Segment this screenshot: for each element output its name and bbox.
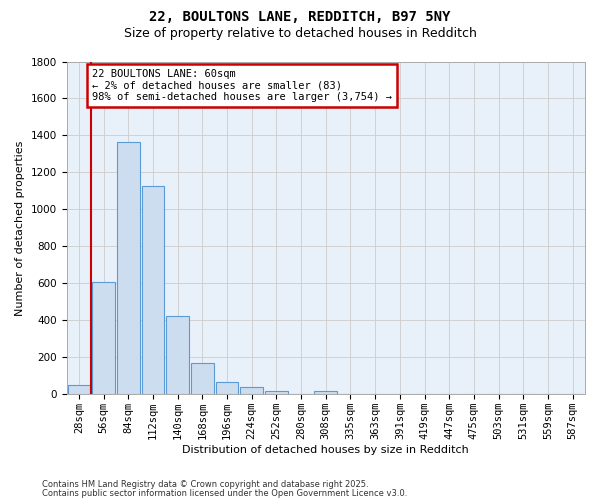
Bar bbox=[68, 385, 90, 394]
Bar bbox=[117, 142, 140, 395]
Text: Size of property relative to detached houses in Redditch: Size of property relative to detached ho… bbox=[124, 28, 476, 40]
Bar bbox=[241, 387, 263, 394]
Bar bbox=[215, 382, 238, 394]
Bar bbox=[191, 363, 214, 394]
Bar bbox=[92, 282, 115, 395]
Bar bbox=[265, 390, 288, 394]
Text: Contains HM Land Registry data © Crown copyright and database right 2025.: Contains HM Land Registry data © Crown c… bbox=[42, 480, 368, 489]
X-axis label: Distribution of detached houses by size in Redditch: Distribution of detached houses by size … bbox=[182, 445, 469, 455]
Text: Contains public sector information licensed under the Open Government Licence v3: Contains public sector information licen… bbox=[42, 488, 407, 498]
Bar bbox=[166, 316, 189, 394]
Bar bbox=[142, 186, 164, 394]
Text: 22, BOULTONS LANE, REDDITCH, B97 5NY: 22, BOULTONS LANE, REDDITCH, B97 5NY bbox=[149, 10, 451, 24]
Y-axis label: Number of detached properties: Number of detached properties bbox=[15, 140, 25, 316]
Bar bbox=[314, 390, 337, 394]
Text: 22 BOULTONS LANE: 60sqm
← 2% of detached houses are smaller (83)
98% of semi-det: 22 BOULTONS LANE: 60sqm ← 2% of detached… bbox=[92, 69, 392, 102]
